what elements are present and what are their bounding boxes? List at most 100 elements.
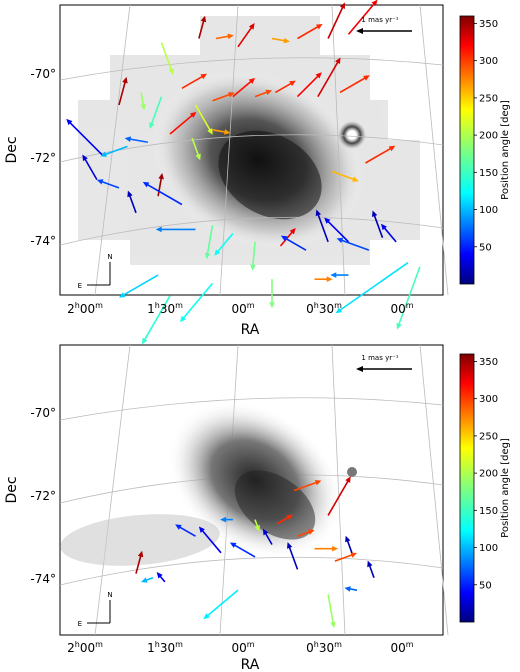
colorbar-tick-label-1-0: 50	[479, 580, 492, 591]
vector-0-5	[297, 24, 322, 40]
vector-head-0-9	[140, 103, 146, 111]
vector-head-1-0	[314, 480, 322, 486]
vector-1-17	[204, 589, 239, 619]
vector-head-1-17	[203, 613, 210, 620]
vector-0-44	[336, 261, 409, 313]
top-ytick-74: -74°	[30, 234, 56, 248]
vector-head-0-20	[66, 118, 73, 126]
vector-head-1-11	[350, 552, 358, 558]
colorbar-tick-label-1-6: 350	[479, 357, 498, 368]
top-ytick-72: -72°	[30, 151, 56, 165]
vector-head-0-4	[283, 37, 290, 44]
top-colorbar	[459, 15, 475, 285]
bottom-vector-field	[135, 476, 375, 629]
colorbar-tick-label-0-2: 150	[479, 168, 498, 179]
bottom-xtick-1h00: 00m	[231, 640, 254, 655]
vector-head-0-47	[179, 315, 186, 323]
vector-0-8	[118, 78, 127, 106]
bottom-xticks: 2h00m 1h30m 00m 0h30m 00m	[67, 640, 414, 655]
vector-head-0-45	[396, 322, 402, 330]
top-compass-e-label: E	[78, 282, 82, 290]
vector-0-19	[339, 75, 369, 94]
vector-head-1-4	[220, 516, 227, 523]
colorbar-tick-label-0-5: 300	[479, 56, 498, 67]
vector-head-0-33	[155, 226, 162, 233]
vector-head-0-3	[248, 23, 255, 30]
top-grid	[59, 4, 449, 296]
top-ylabel: Dec	[4, 136, 20, 163]
vector-head-1-7	[229, 542, 237, 548]
vector-head-0-13	[228, 92, 235, 98]
vector-head-0-27	[388, 145, 396, 152]
vector-0-34	[206, 225, 214, 258]
vector-0-26	[331, 170, 358, 182]
vector-head-1-1	[345, 476, 351, 483]
vector-0-42	[372, 212, 384, 238]
bottom-compass-e-label: E	[78, 620, 82, 628]
top-xlabel: RA	[241, 322, 260, 338]
vector-0-36	[251, 241, 256, 269]
colorbar-tick-label-1-3: 200	[479, 469, 498, 480]
vector-head-0-29	[96, 179, 104, 185]
colorbar-tick-label-0-1: 100	[479, 205, 498, 216]
bottom-compass-n-label: N	[107, 591, 112, 599]
vector-0-39	[316, 211, 329, 243]
vector-0-20	[67, 119, 103, 156]
colorbar-tick-label-1-4: 250	[479, 431, 498, 442]
bottom-xtick-2h: 2h00m	[67, 640, 103, 655]
vector-head-0-5	[316, 24, 323, 30]
top-vector-field	[66, 0, 421, 345]
vector-head-0-36	[250, 264, 256, 271]
top-xticks: 2h00m 1h30m 00m 0h30m 00m	[67, 301, 414, 316]
top-ytick-70: -70°	[30, 67, 56, 81]
vector-head-1-19	[344, 586, 351, 592]
vector-1-0	[293, 480, 320, 492]
vector-0-11	[181, 74, 206, 89]
top-bright-cluster	[338, 121, 366, 149]
bottom-xtick-1h30: 1h30m	[147, 640, 183, 655]
top-map-panel: 1 mas yr⁻¹ N E -70° -72° -74° 2h00m 1h30…	[4, 0, 511, 345]
vector-0-32	[144, 182, 183, 206]
vector-head-1-3	[254, 525, 260, 532]
vector-0-7	[347, 0, 377, 35]
vector-head-0-48	[118, 292, 126, 298]
bottom-ytick-72: -72°	[30, 489, 56, 503]
vector-head-0-15	[265, 89, 273, 96]
vector-0-47	[180, 282, 214, 322]
top-colorbar-label: Position angle [deg]	[500, 100, 511, 200]
bottom-colorbar-ticks: 50 100 150 200 250 300 350	[474, 357, 498, 591]
vector-head-0-10	[149, 122, 155, 129]
vector-head-0-24	[195, 153, 201, 161]
vector-head-0-44	[335, 307, 343, 314]
vector-head-0-39	[315, 209, 322, 217]
vector-1-1	[327, 477, 351, 516]
vector-head-0-18	[335, 57, 341, 65]
vector-0-18	[317, 58, 341, 97]
vector-0-45	[396, 266, 421, 328]
vector-0-40	[325, 218, 350, 243]
top-compass-n-label: N	[107, 253, 112, 261]
bottom-ytick-70: -70°	[30, 406, 56, 420]
bottom-ylabel: Dec	[4, 476, 20, 503]
vector-1-7	[231, 542, 256, 558]
vector-head-0-40	[324, 217, 331, 224]
top-scale-arrow-head	[356, 28, 363, 34]
vector-head-0-28	[82, 154, 88, 162]
colorbar-tick-label-0-3: 200	[479, 131, 498, 142]
bottom-map-panel: 1 mas yr⁻¹ N E -70° -72° -74° 2h00m 1h30…	[4, 344, 511, 672]
colorbar-tick-label-0-4: 250	[479, 93, 498, 104]
vector-0-17	[296, 73, 321, 98]
top-colorbar-ticks: 50 100 150 200 250 300 350	[474, 19, 498, 253]
vector-head-1-6	[198, 526, 205, 533]
vector-head-0-38	[280, 235, 288, 242]
vector-head-0-19	[363, 75, 370, 81]
vector-0-21	[101, 145, 128, 157]
vector-head-0-37	[289, 227, 296, 235]
bottom-galaxy-core	[234, 470, 316, 540]
vector-head-0-49	[269, 302, 275, 309]
vector-0-48	[120, 274, 159, 298]
bottom-xtick-0h00: 00m	[390, 640, 413, 655]
top-xtick-1h30: 1h30m	[147, 301, 183, 316]
colorbar-tick-label-1-2: 150	[479, 506, 498, 517]
